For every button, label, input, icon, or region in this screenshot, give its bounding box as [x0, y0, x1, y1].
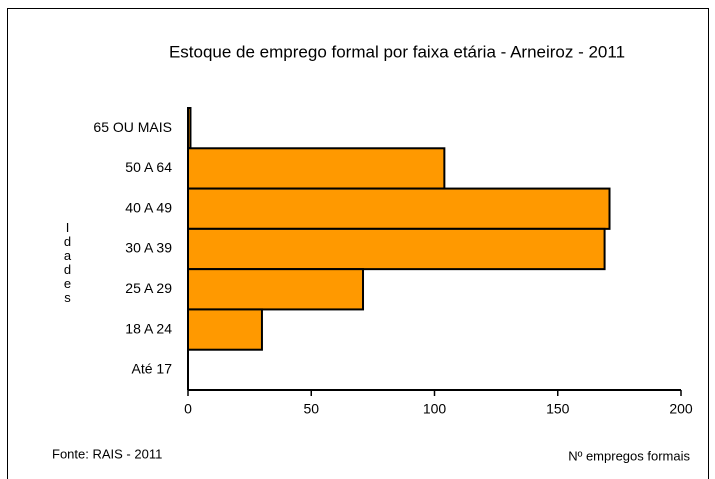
y-tick-label: 50 A 64 — [125, 159, 172, 175]
x-tick-label: 150 — [546, 401, 570, 417]
y-tick-label: Até 17 — [132, 361, 173, 377]
y-tick-label: 18 A 24 — [125, 320, 172, 336]
x-tick-label: 50 — [303, 401, 319, 417]
bar — [187, 187, 611, 230]
y-axis-label: Idades — [60, 220, 75, 304]
x-tick-label: 100 — [423, 401, 447, 417]
x-tick-label: 200 — [669, 401, 693, 417]
bar — [187, 308, 263, 351]
y-tick-label: 40 A 49 — [125, 199, 172, 215]
x-tick-label: 0 — [184, 401, 192, 417]
chart-title: Estoque de emprego formal por faixa etár… — [169, 42, 625, 61]
source-note: Fonte: RAIS - 2011 — [52, 446, 162, 461]
x-axis-label: Nº empregos formais — [568, 448, 690, 463]
bar — [187, 227, 606, 271]
frame — [7, 8, 709, 479]
y-tick-label: 65 OU MAIS — [93, 119, 172, 135]
bar — [187, 147, 446, 190]
y-tick-label: 25 A 29 — [125, 280, 172, 296]
y-tick-label: 30 A 39 — [125, 240, 172, 256]
bar — [187, 268, 365, 311]
